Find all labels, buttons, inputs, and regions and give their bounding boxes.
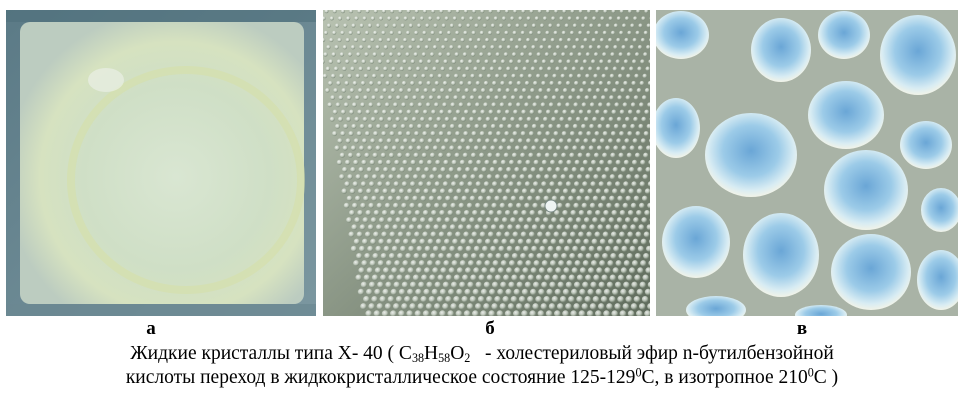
formula-subscript: 2 xyxy=(464,351,471,366)
panel-b-image xyxy=(323,10,650,316)
panel-b-label: б xyxy=(485,318,495,339)
caption-text: C ) xyxy=(813,367,839,388)
caption-text: - холестериловый эфир n-бутилбензойной xyxy=(470,343,834,364)
degree-superscript: 0 xyxy=(635,365,642,380)
degree-superscript: 0 xyxy=(807,365,814,380)
panel-a-image xyxy=(6,10,316,316)
caption-text: H xyxy=(424,343,439,364)
formula-subscript: 58 xyxy=(438,351,451,366)
caption-text: Жидкие кристаллы типа Х- 40 ( C xyxy=(130,343,412,364)
figure-caption-line-2: кислоты переход в жидкокристаллическое с… xyxy=(0,366,964,390)
panel-c-image xyxy=(656,10,958,316)
caption-text: O xyxy=(450,343,465,364)
formula-subscript: 38 xyxy=(411,351,425,366)
figure-caption-line-1: Жидкие кристаллы типа Х- 40 ( C38H58O2 -… xyxy=(0,342,964,366)
panel-c-label: в xyxy=(796,318,808,339)
panel-a-label: а xyxy=(146,318,156,339)
caption-text: C, в изотропное 210 xyxy=(641,367,808,388)
caption-text: кислоты переход в жидкокристаллическое с… xyxy=(125,367,636,388)
